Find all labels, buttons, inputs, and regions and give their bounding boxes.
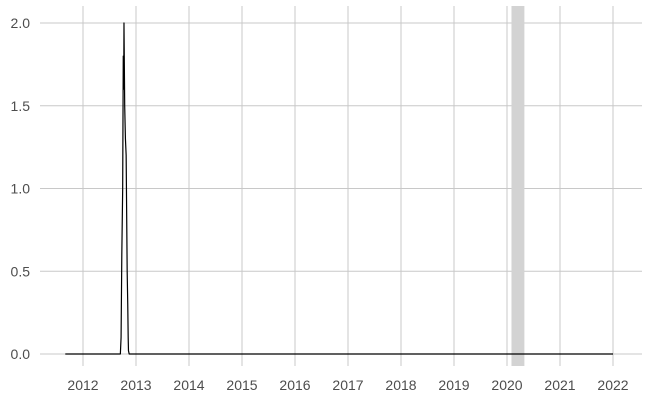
x-axis: 2012 2013 2014 2015 2016 2017 2018 2019 2020 2021… [67,377,628,393]
x-tick-label-2015: 2015 [226,377,257,393]
x-tick-label-2022: 2022 [597,377,628,393]
y-tick-label-0.5: 0.5 [11,263,31,279]
x-tick-label-2018: 2018 [385,377,416,393]
shaded-regions [511,6,525,366]
x-tick-label-2012: 2012 [67,377,98,393]
x-tick-label-2021: 2021 [544,377,575,393]
x-tick-label-2019: 2019 [438,377,469,393]
y-axis: 0.0 0.5 1.0 1.5 2.0 [11,15,31,362]
x-tick-label-2017: 2017 [332,377,363,393]
y-tick-label-1.0: 1.0 [11,181,31,197]
x-tick-label-2020: 2020 [491,377,522,393]
series-line-0 [65,22,613,355]
x-tick-label-2013: 2013 [120,377,151,393]
shaded-region-0 [511,6,525,366]
x-tick-label-2014: 2014 [173,377,204,393]
grid-lines [40,6,642,366]
y-tick-label-1.5: 1.5 [11,98,31,114]
x-tick-label-2016: 2016 [279,377,310,393]
y-tick-label-2.0: 2.0 [11,15,31,31]
series-lines [65,22,613,355]
y-tick-label-0.0: 0.0 [11,346,31,362]
